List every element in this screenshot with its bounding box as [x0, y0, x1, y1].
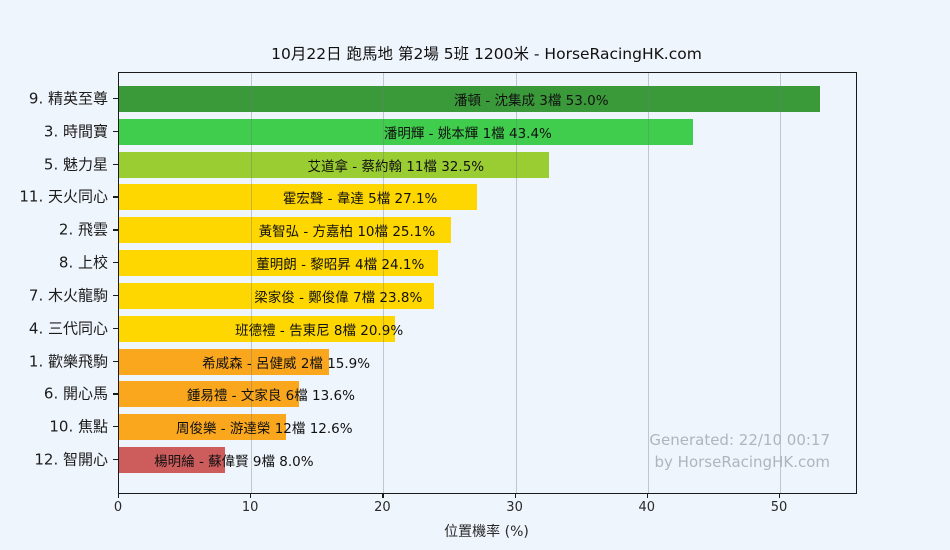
bar-label: 班德禮 - 告東尼 8檔 20.9% [235, 322, 404, 339]
category-label: 1. 歡樂飛駒 [28, 352, 108, 371]
gridline [383, 73, 385, 493]
category-label: 10. 焦點 [49, 417, 108, 436]
bar-label: 潘頓 - 沈集成 3檔 53.0% [454, 93, 609, 109]
chart-title: 10月22日 跑馬地 第2場 5班 1200米 - HorseRacingHK.… [271, 45, 702, 63]
gridline [251, 73, 253, 493]
category-label: 8. 上校 [58, 253, 108, 272]
probability-bar [119, 151, 549, 178]
y-tick-mark [113, 327, 118, 330]
probability-bar [119, 381, 299, 408]
category-label: 4. 三代同心 [28, 319, 108, 338]
bar-label: 周俊樂 - 游達榮 12檔 12.6% [175, 421, 353, 438]
probability-bar [119, 184, 478, 211]
bar-label: 董明朗 - 黎昭昇 4檔 24.1% [256, 257, 425, 274]
probability-bar [119, 217, 451, 244]
bar-label: 黃智弘 - 方嘉柏 10檔 25.1% [258, 224, 436, 241]
bar-label: 霍宏聲 - 韋達 5檔 27.1% [282, 191, 438, 208]
y-tick-mark [113, 360, 118, 362]
category-label: 11. 天火同心 [19, 187, 108, 206]
plot-area: 潘頓 - 沈集成 3檔 53.0% 潘明輝 - 姚本輝 1檔 43.4% 艾道拿 -… [118, 72, 857, 494]
gridline [779, 73, 781, 493]
probability-bar [119, 250, 438, 277]
x-tick-label: 0 [113, 500, 123, 515]
category-label: 12. 智開心 [34, 450, 108, 469]
y-tick-mark [113, 262, 118, 264]
category-label: 5. 魅力星 [43, 155, 108, 174]
y-tick-mark [113, 459, 118, 461]
watermark-line1: Generated: 22/10 00:17 [649, 431, 830, 449]
x-tick-label: 50 [770, 500, 788, 515]
category-label: 6. 開心馬 [43, 384, 108, 403]
y-tick-mark [113, 426, 118, 428]
probability-bar [119, 282, 434, 309]
x-tick-label: 40 [638, 500, 656, 515]
probability-bar [119, 447, 225, 474]
probability-bar [119, 348, 330, 375]
probability-bar [119, 315, 396, 342]
gridline [647, 73, 649, 493]
bar-label: 梁家俊 - 鄭俊偉 7檔 23.8% [254, 289, 423, 306]
y-tick-mark [113, 393, 118, 395]
x-tick-mark [514, 493, 516, 498]
y-tick-mark [113, 98, 118, 100]
bar-label: 艾道拿 - 蔡約翰 11檔 32.5% [307, 158, 485, 175]
category-label: 3. 時間寶 [43, 122, 108, 141]
category-label: 9. 精英至尊 [28, 89, 108, 108]
probability-bar [119, 414, 286, 441]
x-tick-label: 20 [374, 500, 391, 515]
bar-label: 潘明輝 - 姚本輝 1檔 43.4% [383, 125, 552, 142]
x-axis-label: 位置機率 (%) [444, 524, 529, 540]
gridline [515, 73, 517, 493]
y-tick-mark [113, 130, 118, 133]
y-tick-mark [113, 163, 118, 165]
category-label: 2. 飛雲 [58, 220, 108, 239]
bar-label: 鍾易禮 - 文家良 6檔 13.6% [186, 388, 355, 405]
x-tick-label: 10 [241, 500, 259, 515]
watermark-line2: by HorseRacingHK.com [654, 453, 830, 471]
bar-label: 楊明綸 - 蘇偉賢 9檔 8.0% [154, 454, 314, 471]
probability-bar [119, 86, 820, 112]
x-tick-label: 30 [506, 500, 523, 515]
y-tick-mark [113, 294, 118, 297]
category-label: 7. 木火龍駒 [28, 286, 108, 305]
x-tick-mark [778, 493, 781, 498]
x-tick-mark [118, 493, 120, 498]
x-tick-mark [646, 493, 649, 498]
y-tick-mark [113, 196, 118, 198]
watermark: Generated: 22/10 00:17 by HorseRacingHK.… [649, 429, 830, 473]
x-tick-mark [382, 493, 384, 498]
bar-label: 希威森 - 呂健威 2檔 15.9% [202, 355, 371, 372]
x-tick-mark [250, 493, 252, 498]
y-tick-mark [113, 229, 118, 231]
probability-bar [119, 118, 693, 145]
